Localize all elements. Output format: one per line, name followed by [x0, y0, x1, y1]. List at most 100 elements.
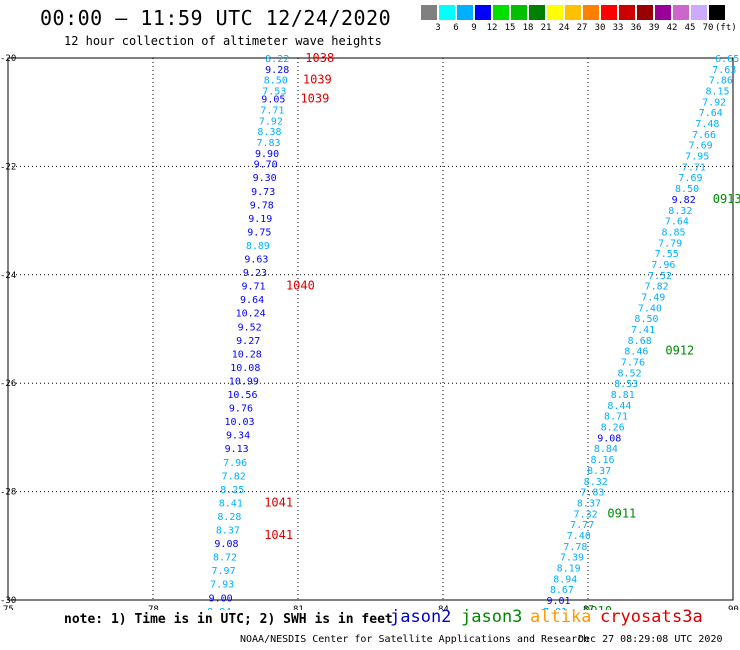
wave-height-label: 8.84 — [207, 607, 231, 610]
wave-height-label: 7.86 — [709, 76, 733, 87]
pass-time-label: 1041 — [264, 528, 293, 542]
legend-s3a: s3a — [672, 607, 703, 627]
legend-jason2: jason2 — [390, 607, 452, 627]
pass-time-label: 0910 — [583, 604, 612, 610]
wave-height-label: 8.50 — [264, 76, 288, 87]
wave-height-label: 8.41 — [219, 498, 243, 509]
pass-time-label: 1041 — [264, 495, 293, 509]
color-scale-label: 15 — [504, 23, 516, 33]
wave-height-label: 8.67 — [550, 585, 574, 596]
color-swatch — [673, 5, 689, 20]
wave-height-label: 9.08 — [214, 539, 238, 550]
plot-frame — [7, 57, 734, 601]
wave-height-label: 8.26 — [601, 423, 625, 434]
wave-height-label: 9.34 — [226, 431, 250, 442]
wave-height-label: 8.94 — [553, 574, 577, 585]
wave-height-label: 7.97 — [212, 566, 236, 577]
legend-altika: altika — [530, 607, 592, 627]
wave-height-label: 7.48 — [695, 119, 719, 130]
wave-height-label: 7.77 — [570, 520, 594, 531]
wave-height-label: 9.52 — [238, 322, 262, 333]
wave-height-label: 8.50 — [634, 314, 658, 325]
pass-time-label: 1038 — [305, 51, 334, 65]
wave-height-label: 7.55 — [655, 249, 679, 260]
color-scale-label: 30 — [594, 23, 606, 33]
wave-height-label: 9.01 — [546, 596, 570, 607]
wave-height-label: 9.28 — [265, 65, 289, 76]
footer-credit: NOAA/NESDIS Center for Satellite Applica… — [240, 634, 590, 645]
y-tick-label: -28 — [0, 488, 16, 498]
color-scale-label: 18 — [522, 23, 534, 33]
wave-height-label: 9.64 — [240, 295, 264, 306]
wave-height-label: 8.25 — [220, 485, 244, 496]
wave-height-label: 8.28 — [217, 512, 241, 523]
color-scale-label: 36 — [630, 23, 642, 33]
color-swatch — [565, 5, 581, 20]
legend-cryosat: cryosat — [600, 607, 672, 627]
wave-height-label: 8.32 — [668, 206, 692, 217]
pass-time-label: 1039 — [303, 73, 332, 87]
wave-height-label: 7.32 — [574, 509, 598, 520]
color-swatch — [457, 5, 473, 20]
color-scale-label: 21 — [540, 23, 552, 33]
wave-height-label: 7.78 — [563, 542, 587, 553]
color-swatch — [655, 5, 671, 20]
wave-height-label: 9.23 — [243, 268, 267, 279]
color-scale-label: 12 — [486, 23, 498, 33]
wave-height-label: 8.84 — [594, 444, 618, 455]
wave-height-label: 8.37 — [587, 466, 611, 477]
wave-height-label: 7.83 — [256, 138, 280, 149]
chart-subtitle: 12 hour collection of altimeter wave hei… — [64, 34, 382, 48]
wave-height-label: 8.89 — [246, 241, 270, 252]
wave-height-label: 7.95 — [685, 152, 709, 163]
color-swatch — [691, 5, 707, 20]
wave-height-label: 10.03 — [224, 417, 254, 428]
wave-height-label: 10.99 — [229, 376, 259, 387]
wave-height-label: 7.76 — [621, 358, 645, 369]
pass-time-label: 0911 — [607, 506, 636, 520]
wave-height-label: 7.96 — [651, 260, 675, 271]
wave-height-label: 9.90 — [255, 149, 279, 160]
color-swatch — [529, 5, 545, 20]
wave-height-label: 7.82 — [645, 282, 669, 293]
color-scale-label: 39 — [648, 23, 660, 33]
wave-height-label: 7.53 — [262, 87, 286, 98]
wave-height-label: 7.52 — [648, 271, 672, 282]
wave-height-label: 7.92 — [259, 116, 283, 127]
color-scale-label: 3 — [435, 23, 441, 33]
y-tick-label: -30 — [0, 596, 16, 606]
pass-time-label: 1039 — [300, 92, 329, 106]
wave-height-label: 9.13 — [225, 444, 249, 455]
wave-height-label: 8.50 — [675, 184, 699, 195]
pass-time-label: 1040 — [286, 279, 315, 293]
wave-height-label: 8.19 — [557, 563, 581, 574]
color-scale-label: 45 — [684, 23, 696, 33]
wave-height-label: 7.66 — [692, 130, 716, 141]
wave-height-label: 10.08 — [230, 363, 260, 374]
wave-height-label: 7.39 — [560, 553, 584, 564]
color-swatch — [637, 5, 653, 20]
wave-height-label: 8.72 — [213, 553, 237, 564]
wave-height-label: 7.71 — [682, 162, 706, 173]
wave-height-label: 8.37 — [216, 526, 240, 537]
wave-height-label: 7.40 — [567, 531, 591, 542]
chart-title: 00:00 – 11:59 UTC 12/24/2020 — [40, 6, 392, 30]
pass-time-label: 0912 — [665, 344, 694, 358]
color-swatch — [475, 5, 491, 20]
wave-height-label: 8.38 — [257, 127, 281, 138]
footer-timestamp: Dec 27 08:29:08 UTC 2020 — [578, 634, 723, 645]
wave-height-label: 8.71 — [604, 412, 628, 423]
pass-time-label: 0913 — [713, 192, 740, 206]
color-swatch — [421, 5, 437, 20]
color-swatch — [439, 5, 455, 20]
color-scale-label: 33 — [612, 23, 624, 33]
wave-height-label: 9.19 — [248, 214, 272, 225]
wave-height-label: 9.05 — [261, 95, 285, 106]
wave-height-label: 8.37 — [577, 498, 601, 509]
wave-height-label: 10.24 — [236, 309, 266, 320]
wave-height-label: 6.65 — [715, 54, 739, 65]
y-tick-label: -24 — [0, 271, 16, 281]
wave-height-label: 7.64 — [665, 217, 689, 228]
wave-height-label: 7.63 — [712, 65, 736, 76]
wave-height-label: 8.81 — [611, 390, 635, 401]
